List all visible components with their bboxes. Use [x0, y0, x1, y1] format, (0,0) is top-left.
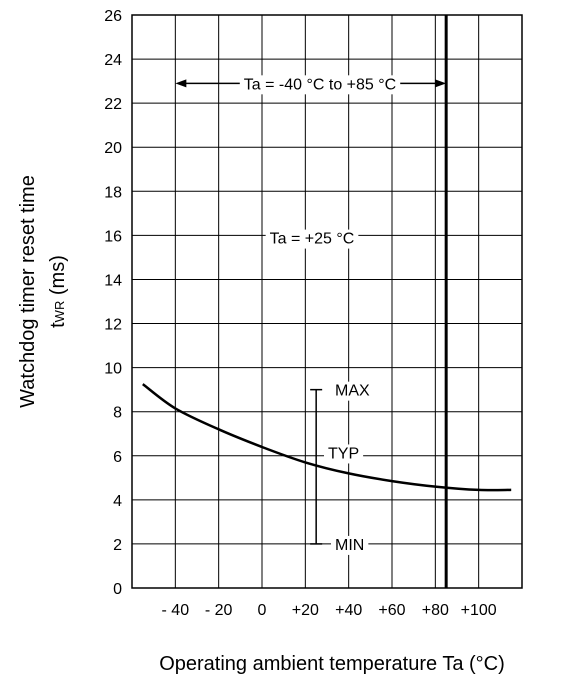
y-tick-label: 10	[104, 361, 122, 378]
y-axis-title-main: Watchdog timer reset time	[17, 175, 39, 408]
room-annotation-bg	[265, 229, 359, 249]
y-tick-label: 18	[104, 184, 122, 201]
y-tick-label: 16	[104, 228, 122, 245]
plot-frame	[131, 14, 523, 589]
y-tick-label: 0	[113, 581, 122, 598]
y-tick-label: 8	[113, 405, 122, 422]
range-annotation: Ta = -40 °C to +85 °C	[244, 76, 396, 93]
y-axis-title: Watchdog timer reset time tWR (ms)	[17, 175, 69, 408]
grid	[132, 14, 522, 589]
x-tick-label: - 20	[205, 602, 233, 619]
y-axis-title-unit: tWR (ms)	[47, 255, 69, 328]
min-label-bg	[331, 535, 369, 555]
typ-label: TYP	[328, 445, 359, 462]
x-tick-label: +20	[292, 602, 319, 619]
y-tick-label: 4	[113, 493, 122, 510]
x-tick-label: 0	[258, 602, 267, 619]
x-tick-label: - 40	[162, 602, 190, 619]
y-axis-subscript: WR	[52, 301, 67, 323]
min-label: MIN	[335, 537, 364, 554]
y-axis-symbol: t	[47, 322, 69, 328]
room-temperature-annotation: Ta = +25 °C	[270, 231, 355, 248]
x-tick-label: +60	[378, 602, 405, 619]
min-max-range-bar	[310, 388, 323, 545]
x-tick-label: +80	[422, 602, 449, 619]
y-tick-label: 6	[113, 449, 122, 466]
max-label-bg	[331, 381, 374, 401]
y-tick-label: 12	[104, 317, 122, 334]
y-tick-label: 20	[104, 140, 122, 157]
max-label: MAX	[335, 383, 370, 400]
annotations: Ta = -40 °C to +85 °C Ta = +25 °C MAX TY…	[175, 75, 447, 555]
y-tick-label: 22	[104, 96, 122, 113]
y-tick-label: 24	[104, 52, 122, 69]
x-axis-ticks: - 40 - 20 0 +20 +40 +60 +80 +100	[162, 602, 497, 619]
y-tick-label: 2	[113, 537, 122, 554]
y-tick-label: 14	[104, 272, 122, 289]
x-tick-label: +40	[335, 602, 362, 619]
y-axis-unit: (ms)	[47, 255, 69, 301]
series-line-typical	[142, 383, 512, 492]
x-axis-title: Operating ambient temperature Ta (°C)	[159, 653, 505, 675]
typ-label-bg	[324, 444, 364, 464]
x-tick-label: +100	[461, 602, 497, 619]
range-annotation-bg	[239, 75, 401, 95]
range-arrowhead-right	[435, 79, 447, 88]
y-tick-label: 26	[104, 8, 122, 25]
range-arrowhead-left	[175, 79, 187, 88]
